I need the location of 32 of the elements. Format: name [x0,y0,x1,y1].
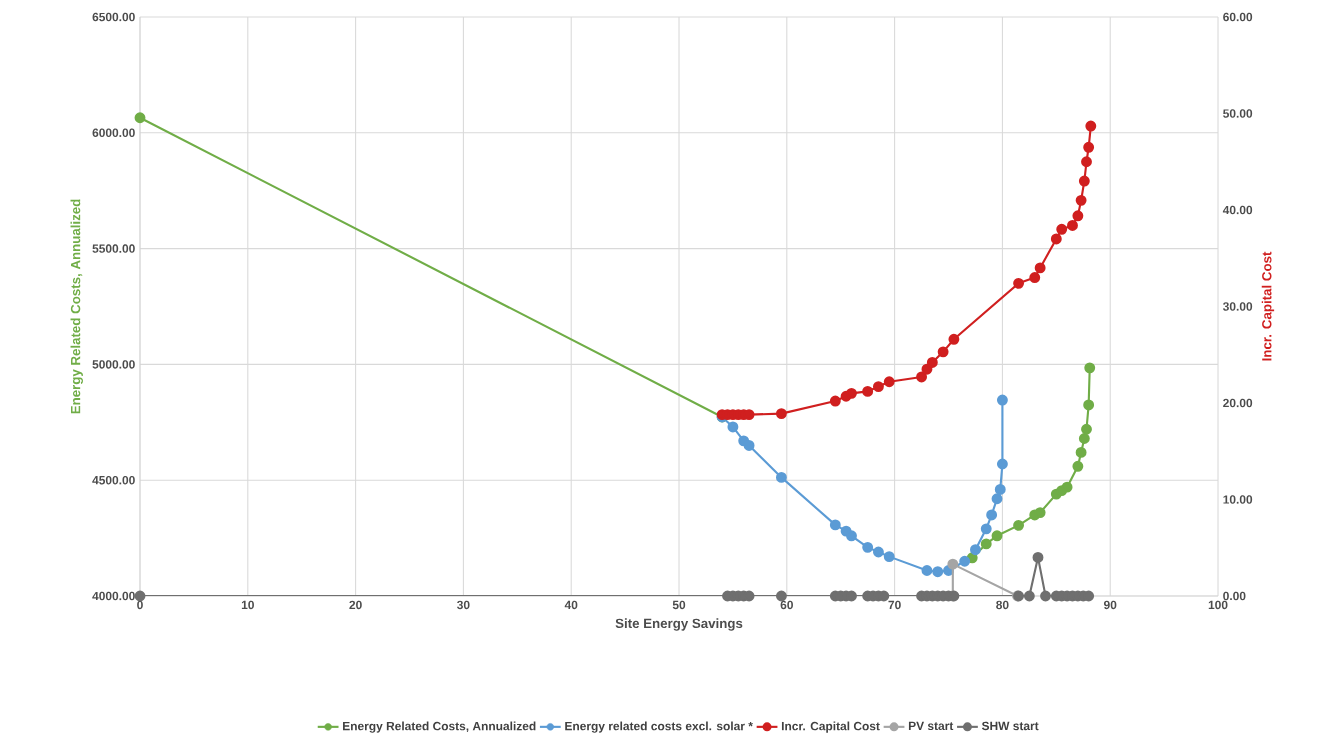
x-tick-label: 90 [1103,600,1117,610]
y2-tick-label: 30.00 [1222,302,1253,311]
x-tick-label: 100 [1208,600,1228,610]
y2-tick-label: 10.00 [1223,495,1253,504]
y-tick-label: 4500.00 [92,475,135,485]
y-tick-label: 4000.00 [92,591,135,601]
x-tick-label: 60 [780,600,793,610]
y-tick-label: 5500.00 [92,244,135,253]
x-tick-label: 10 [241,600,254,610]
x-tick-label: 0 [137,600,143,610]
legend-label: Energy related costs excl. solar * [565,721,753,733]
x-tick-label: 70 [888,600,901,610]
x-axis-title: Site Energy Savings [615,618,743,631]
y-axis-title: Energy Related Costs, Annualized [70,199,83,414]
x-tick-label: 30 [457,600,470,610]
y-tick-label: 6000.00 [92,128,135,138]
y2-tick-label: 50.00 [1223,109,1253,118]
y2-axis-title: Incr. Capital Cost [1261,251,1275,361]
legend-label: PV start [908,721,954,731]
y-tick-label: 6500.00 [92,12,135,22]
x-tick-label: 80 [996,600,1009,610]
y2-tick-label: 0.00 [1223,591,1246,601]
legend-label: Energy Related Costs, Annualized [343,721,536,733]
legend-label: Incr. Capital Cost [781,721,880,733]
x-tick-label: 20 [349,600,362,610]
y2-tick-label: 20.00 [1223,398,1253,408]
y-tick-label: 5000.00 [92,360,135,369]
legend-label: SHW start [981,721,1039,731]
x-tick-label: 50 [672,600,686,610]
y2-tick-label: 60.00 [1223,12,1253,22]
y2-tick-label: 40.00 [1222,205,1253,215]
x-tick-label: 40 [564,600,578,610]
